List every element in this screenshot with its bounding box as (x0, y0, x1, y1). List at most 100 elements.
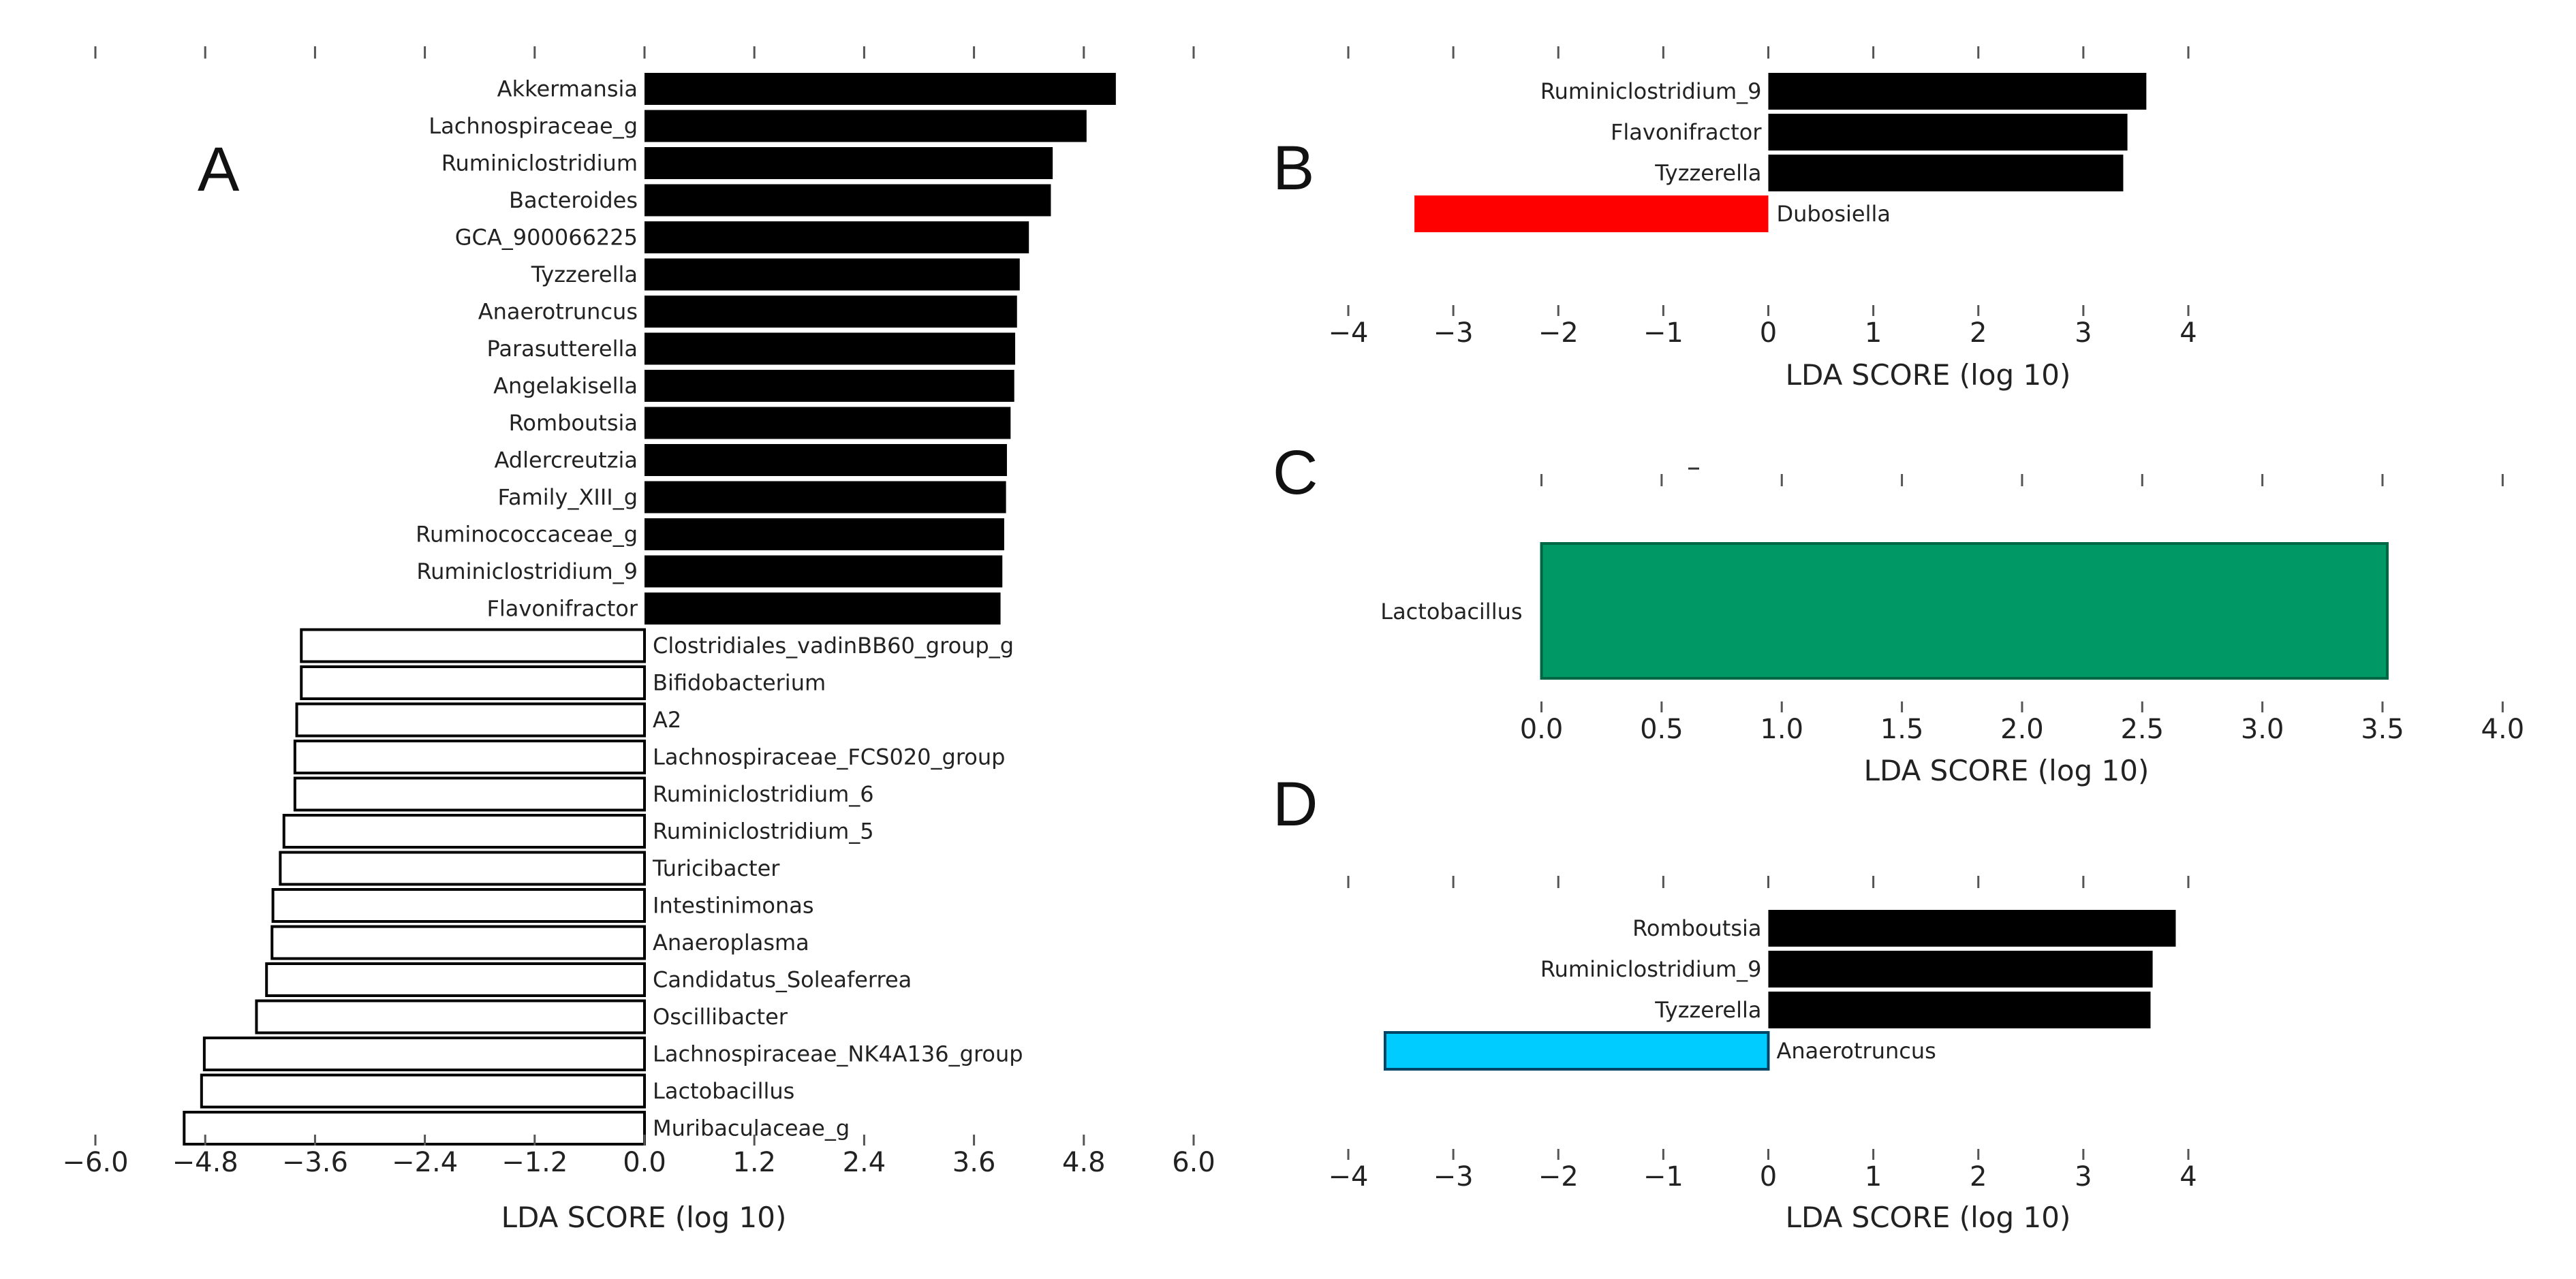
x-tick-label: −2.4 (392, 1147, 458, 1178)
bar-Lactobacillus (200, 1073, 646, 1109)
bar-Adlercreutzia (645, 444, 1007, 476)
bar-Family_XIII_g (645, 481, 1006, 514)
x-axis-label: LDA SCORE (log 10) (501, 1201, 787, 1234)
x-tick-label: −2 (1538, 1161, 1579, 1193)
category-label: A2 (653, 707, 681, 733)
x-tick-label: 2.0 (2000, 714, 2044, 745)
x-tick-label: −1 (1643, 1161, 1683, 1193)
bar-Ruminiclostridium_5 (282, 814, 646, 849)
category-label: Dubosiella (1777, 201, 1891, 227)
bar-Akkermansia (645, 73, 1116, 105)
x-tick-label: 2 (1970, 1161, 1987, 1193)
category-label: Akkermansia (497, 76, 638, 102)
bar-Intestinimonas (271, 888, 646, 923)
bar-Muribaculaceae_g (183, 1111, 646, 1146)
x-tick-label: −3.6 (282, 1147, 348, 1178)
category-label: Ruminiclostridium_5 (653, 819, 874, 844)
category-label: GCA_900066225 (455, 225, 638, 251)
x-tick-label: 2.4 (843, 1147, 886, 1178)
category-label: Ruminiclostridium_6 (653, 781, 874, 807)
bar-Ruminococcaceae_g (645, 518, 1004, 550)
category-label: Parasutterella (487, 336, 638, 362)
panel-letter-a: A (198, 135, 240, 204)
category-label: Bifidobacterium (653, 670, 826, 696)
bar-Flavonifractor (645, 593, 1001, 625)
panel-c: C Lactobacillus 0.0 0.5 1.0 1.5 2.0 2.5 3.0 3.5 4.… (1273, 438, 2524, 787)
panel-letter-c: C (1273, 438, 1318, 507)
bar-Lachnospiraceae_NK4A136_group (202, 1037, 646, 1071)
x-tick-label: −4 (1329, 1161, 1369, 1193)
category-label: Ruminiclostridium_9 (1540, 956, 1762, 982)
bar-Ruminiclostridium_6 (293, 776, 646, 812)
x-tick-label: 1.5 (1880, 714, 1924, 745)
x-tick-label: 1 (1865, 317, 1882, 349)
x-tick-label: −4 (1329, 317, 1369, 349)
panel-a: A Akkermansia Lachnospiraceae_g Ruminiclost… (62, 46, 1215, 1234)
category-label: Flavonifractor (487, 596, 638, 622)
category-label: Anaerotruncus (478, 299, 638, 325)
x-tick-label: 3 (2075, 317, 2092, 349)
bar-Flavonifractor (1768, 114, 2128, 151)
category-label: Ruminiclostridium (441, 151, 638, 176)
panel-letter-d: D (1273, 770, 1318, 839)
bar-A2 (295, 702, 646, 738)
bar-Clostridiales_vadinBB60_group_g (300, 628, 646, 663)
bar-Bifidobacterium (300, 665, 646, 700)
category-label: Anaeroplasma (653, 930, 809, 956)
bar-Tyzzerella (1768, 992, 2151, 1028)
bar-Ruminiclostridium (645, 147, 1053, 179)
x-tick-label: −4.8 (172, 1147, 238, 1178)
x-axis-label: LDA SCORE (log 10) (1786, 1201, 2071, 1234)
x-tick-label: 1.0 (1760, 714, 1803, 745)
category-label: Oscillibacter (653, 1004, 788, 1030)
panel-b: B Ruminiclostridium_9 Flavonifractor Tyzzer… (1273, 46, 2197, 392)
x-tick-label: 0.0 (1520, 714, 1564, 745)
x-tick-label: 3 (2075, 1161, 2092, 1193)
x-axis-label: LDA SCORE (log 10) (1786, 358, 2071, 392)
bar-Parasutterella (645, 332, 1016, 365)
x-tick-label: 2.5 (2120, 714, 2164, 745)
category-label: Romboutsia (509, 410, 638, 436)
x-tick-label: −1.2 (501, 1147, 568, 1178)
x-tick-label: 1.2 (732, 1147, 776, 1178)
x-tick-label: 0 (1760, 1161, 1777, 1193)
category-label: Lactobacillus (1380, 599, 1522, 625)
x-tick-label: 0 (1760, 317, 1777, 349)
bar-Turicibacter (279, 851, 646, 886)
bar-Dubosiella (1414, 195, 1769, 232)
x-axis-label: LDA SCORE (log 10) (1864, 754, 2150, 787)
category-label: Lachnospiraceae_NK4A136_group (653, 1041, 1023, 1067)
bar-Anaerotruncus (645, 296, 1017, 328)
x-tick-label: −3 (1433, 317, 1474, 349)
category-label: Anaerotruncus (1777, 1038, 1936, 1064)
x-tick-label: 4 (2179, 1161, 2197, 1193)
bar-Ruminiclostridium_9 (645, 555, 1003, 588)
category-label: Family_XIII_g (497, 484, 638, 510)
bar-Lachnospiraceae_g (645, 110, 1087, 142)
bar-Romboutsia (1768, 910, 2176, 947)
bar-Ruminiclostridium_9 (1768, 73, 2147, 110)
category-label: Turicibacter (652, 855, 780, 881)
bar-Bacteroides (645, 184, 1051, 217)
x-tick-label: 1 (1865, 1161, 1882, 1193)
x-tick-label: −2 (1538, 317, 1579, 349)
x-tick-label: 3.0 (2241, 714, 2284, 745)
bar-Angelakisella (645, 370, 1014, 402)
category-label: Flavonifractor (1611, 119, 1762, 145)
bar-Candidatus_Soleaferrea (265, 962, 647, 997)
x-tick-label: −3 (1433, 1161, 1474, 1193)
bar-Tyzzerella (1768, 155, 2124, 191)
x-tick-label: 0.5 (1640, 714, 1683, 745)
category-label: Clostridiales_vadinBB60_group_g (653, 633, 1014, 659)
category-label: Romboutsia (1632, 915, 1761, 941)
x-tick-label: −1 (1643, 317, 1683, 349)
category-label: Tyzzerella (531, 262, 638, 287)
category-label: Muribaculaceae_g (653, 1116, 850, 1141)
category-label: Adlercreutzia (494, 447, 638, 473)
bar-Lachnospiraceae_FCS020_group (293, 740, 646, 774)
bar-Anaeroplasma (270, 925, 647, 960)
panel-letter-b: B (1273, 133, 1314, 203)
x-tick-label: −6.0 (62, 1147, 128, 1178)
category-label: Angelakisella (493, 373, 638, 399)
